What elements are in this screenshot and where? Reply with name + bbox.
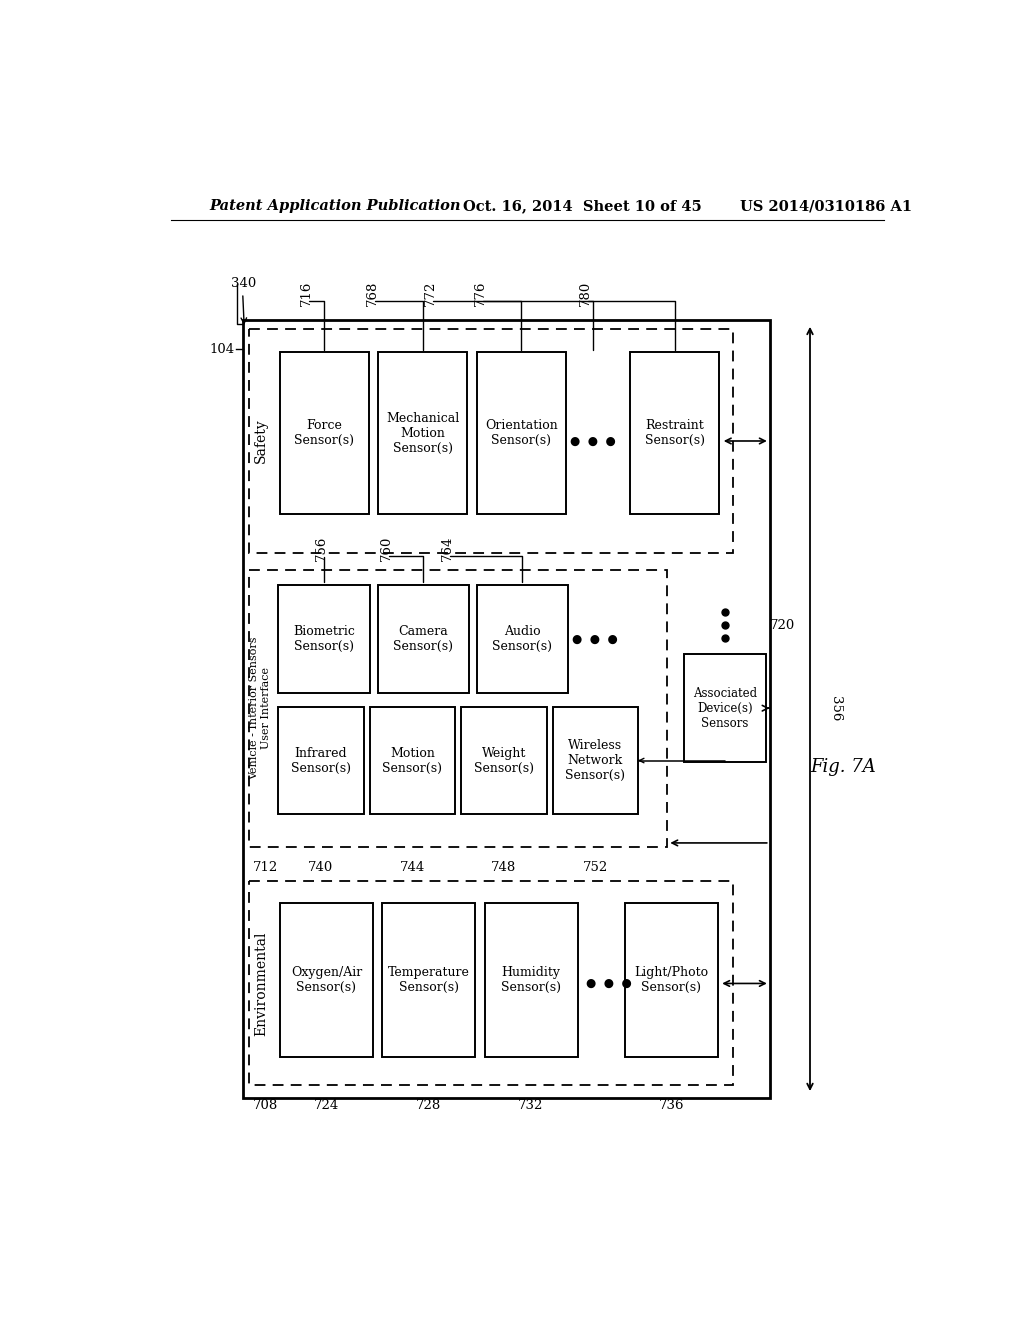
Text: Force
Sensor(s): Force Sensor(s)	[295, 420, 354, 447]
Text: 764: 764	[440, 536, 454, 561]
Text: Orientation
Sensor(s): Orientation Sensor(s)	[485, 420, 558, 447]
Text: ●  ●  ●: ● ● ●	[570, 434, 615, 447]
Text: Humidity
Sensor(s): Humidity Sensor(s)	[501, 966, 561, 994]
Bar	[625, 903, 718, 1057]
Bar	[477, 352, 566, 515]
Bar	[249, 330, 733, 553]
Text: 768: 768	[366, 280, 379, 306]
Text: Audio
Sensor(s): Audio Sensor(s)	[493, 624, 553, 653]
Bar	[279, 585, 370, 693]
Text: 340: 340	[231, 277, 256, 289]
Text: Oxygen/Air
Sensor(s): Oxygen/Air Sensor(s)	[291, 966, 362, 994]
Bar	[243, 321, 770, 1098]
Text: 716: 716	[300, 280, 312, 306]
Bar	[378, 352, 467, 515]
Text: 712: 712	[253, 861, 279, 874]
Bar	[378, 585, 469, 693]
Text: US 2014/0310186 A1: US 2014/0310186 A1	[740, 199, 912, 213]
Text: Mechanical
Motion
Sensor(s): Mechanical Motion Sensor(s)	[386, 412, 460, 455]
Bar	[684, 655, 766, 762]
Text: Vehicle - Interior Sensors
User Interface: Vehicle - Interior Sensors User Interfac…	[249, 636, 270, 780]
Text: Weight
Sensor(s): Weight Sensor(s)	[474, 747, 534, 775]
Text: Restraint
Sensor(s): Restraint Sensor(s)	[645, 420, 705, 447]
Text: Wireless
Network
Sensor(s): Wireless Network Sensor(s)	[565, 739, 626, 781]
Text: Biometric
Sensor(s): Biometric Sensor(s)	[293, 624, 355, 653]
Text: 752: 752	[583, 861, 608, 874]
Text: Camera
Sensor(s): Camera Sensor(s)	[393, 624, 454, 653]
Bar	[279, 706, 364, 814]
Text: Temperature
Sensor(s): Temperature Sensor(s)	[388, 966, 470, 994]
Bar	[630, 352, 719, 515]
Text: Safety: Safety	[254, 418, 268, 463]
Bar	[553, 706, 638, 814]
Text: 728: 728	[416, 1100, 441, 1113]
Text: 736: 736	[658, 1100, 684, 1113]
Text: 720: 720	[770, 619, 795, 631]
Text: 776: 776	[474, 280, 487, 306]
Text: 356: 356	[829, 696, 843, 722]
Bar	[280, 903, 373, 1057]
Text: 748: 748	[492, 861, 516, 874]
Text: 732: 732	[518, 1100, 544, 1113]
Text: Fig. 7A: Fig. 7A	[810, 758, 876, 776]
Text: 104: 104	[210, 343, 234, 356]
Bar	[477, 585, 568, 693]
Text: 724: 724	[313, 1100, 339, 1113]
Bar	[382, 903, 475, 1057]
Bar	[249, 570, 668, 847]
Text: 760: 760	[380, 536, 392, 561]
Text: ●  ●  ●: ● ● ●	[572, 632, 618, 645]
Text: Infrared
Sensor(s): Infrared Sensor(s)	[291, 747, 351, 775]
Text: 708: 708	[253, 1100, 279, 1113]
Text: Patent Application Publication: Patent Application Publication	[209, 199, 461, 213]
Text: ●  ●  ●: ● ● ●	[586, 977, 632, 990]
Bar	[370, 706, 455, 814]
Text: Motion
Sensor(s): Motion Sensor(s)	[382, 747, 442, 775]
Text: Associated
Device(s)
Sensors: Associated Device(s) Sensors	[693, 686, 757, 730]
Text: 744: 744	[399, 861, 425, 874]
Text: 756: 756	[315, 536, 329, 561]
Bar	[280, 352, 369, 515]
Text: Light/Photo
Sensor(s): Light/Photo Sensor(s)	[634, 966, 709, 994]
Bar	[249, 882, 733, 1085]
Text: 740: 740	[308, 861, 334, 874]
Text: Oct. 16, 2014  Sheet 10 of 45: Oct. 16, 2014 Sheet 10 of 45	[463, 199, 701, 213]
Text: 780: 780	[579, 281, 592, 306]
Text: Environmental: Environmental	[254, 931, 268, 1036]
Bar	[484, 903, 578, 1057]
Bar	[461, 706, 547, 814]
Text: 772: 772	[424, 280, 437, 306]
